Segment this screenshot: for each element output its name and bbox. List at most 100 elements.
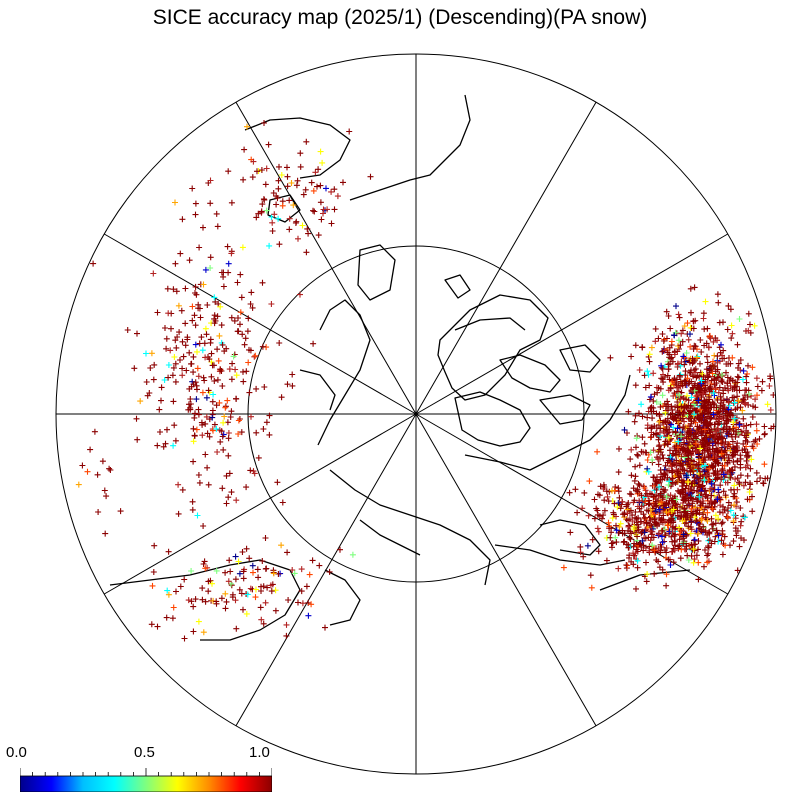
accuracy-marker — [704, 509, 711, 516]
accuracy-marker — [175, 302, 182, 309]
accuracy-marker — [674, 468, 681, 475]
accuracy-marker — [684, 375, 691, 382]
accuracy-marker — [729, 433, 735, 440]
accuracy-marker — [244, 328, 251, 335]
accuracy-marker — [635, 480, 642, 487]
accuracy-marker — [284, 173, 291, 180]
accuracy-marker — [721, 462, 728, 469]
accuracy-marker — [727, 468, 734, 475]
accuracy-marker — [703, 472, 710, 479]
accuracy-marker — [733, 387, 740, 394]
accuracy-marker — [745, 327, 752, 334]
accuracy-marker — [754, 441, 761, 447]
accuracy-marker — [641, 529, 648, 536]
accuracy-marker — [695, 453, 702, 460]
accuracy-marker — [236, 416, 243, 422]
colorbar-gradient — [20, 775, 272, 792]
accuracy-marker — [690, 325, 697, 332]
accuracy-marker — [697, 337, 704, 343]
accuracy-marker — [192, 283, 199, 290]
accuracy-marker — [173, 288, 180, 295]
accuracy-marker — [701, 426, 708, 433]
accuracy-marker — [700, 373, 707, 380]
accuracy-marker — [215, 357, 222, 364]
accuracy-marker — [670, 518, 677, 525]
accuracy-marker — [667, 384, 674, 391]
accuracy-marker — [331, 206, 338, 213]
accuracy-marker — [744, 472, 751, 479]
accuracy-marker — [727, 426, 734, 432]
accuracy-marker — [182, 320, 189, 327]
accuracy-marker — [154, 309, 161, 316]
accuracy-marker — [695, 576, 702, 583]
accuracy-marker — [709, 362, 716, 369]
accuracy-marker — [709, 370, 716, 377]
accuracy-marker — [95, 509, 102, 515]
accuracy-marker — [676, 314, 683, 321]
accuracy-marker — [701, 419, 708, 426]
accuracy-marker — [245, 359, 252, 366]
accuracy-marker — [714, 468, 721, 475]
accuracy-marker — [742, 479, 749, 486]
accuracy-marker — [689, 355, 696, 362]
accuracy-marker — [684, 461, 691, 468]
accuracy-marker — [172, 199, 178, 206]
accuracy-marker — [319, 159, 326, 166]
accuracy-marker — [669, 406, 676, 413]
accuracy-marker — [749, 508, 756, 515]
accuracy-marker — [605, 498, 612, 505]
accuracy-marker — [715, 515, 721, 522]
accuracy-marker — [251, 353, 258, 360]
accuracy-marker — [213, 210, 220, 217]
accuracy-marker — [188, 598, 195, 605]
accuracy-marker — [656, 506, 663, 513]
accuracy-marker — [669, 529, 676, 535]
accuracy-marker — [663, 426, 670, 433]
accuracy-marker — [340, 179, 346, 186]
accuracy-marker — [263, 419, 270, 426]
accuracy-marker — [727, 360, 734, 367]
accuracy-marker — [154, 623, 161, 630]
accuracy-marker — [173, 344, 180, 351]
accuracy-marker — [220, 283, 227, 290]
accuracy-marker — [249, 562, 256, 569]
accuracy-marker — [741, 514, 748, 521]
accuracy-marker — [305, 230, 312, 237]
accuracy-marker — [718, 520, 725, 527]
accuracy-marker — [725, 505, 731, 511]
accuracy-marker — [367, 173, 374, 180]
accuracy-marker — [711, 392, 718, 399]
accuracy-marker — [643, 578, 650, 585]
accuracy-marker — [232, 597, 239, 604]
accuracy-marker — [202, 565, 209, 572]
accuracy-marker — [303, 583, 310, 590]
accuracy-marker — [664, 349, 671, 356]
accuracy-marker — [679, 465, 686, 472]
accuracy-marker — [299, 600, 306, 607]
accuracy-marker — [225, 430, 232, 436]
accuracy-marker — [764, 401, 771, 408]
accuracy-marker — [192, 341, 199, 348]
accuracy-marker — [691, 401, 698, 408]
accuracy-marker — [690, 373, 697, 380]
accuracy-marker — [613, 527, 620, 534]
accuracy-marker — [742, 401, 749, 408]
accuracy-marker — [247, 301, 254, 307]
accuracy-marker — [700, 511, 706, 518]
accuracy-marker — [233, 497, 240, 504]
accuracy-marker — [600, 512, 607, 519]
accuracy-marker — [183, 367, 190, 374]
accuracy-marker — [671, 445, 678, 451]
accuracy-marker — [175, 481, 182, 488]
accuracy-marker — [227, 568, 234, 575]
accuracy-marker — [731, 399, 738, 406]
accuracy-marker — [740, 482, 747, 489]
accuracy-marker — [632, 550, 639, 557]
accuracy-marker — [269, 219, 276, 226]
accuracy-marker — [317, 148, 324, 155]
accuracy-marker — [175, 510, 182, 517]
accuracy-marker — [719, 372, 725, 378]
accuracy-marker — [714, 496, 721, 503]
accuracy-marker — [681, 439, 688, 446]
accuracy-marker — [663, 308, 670, 315]
